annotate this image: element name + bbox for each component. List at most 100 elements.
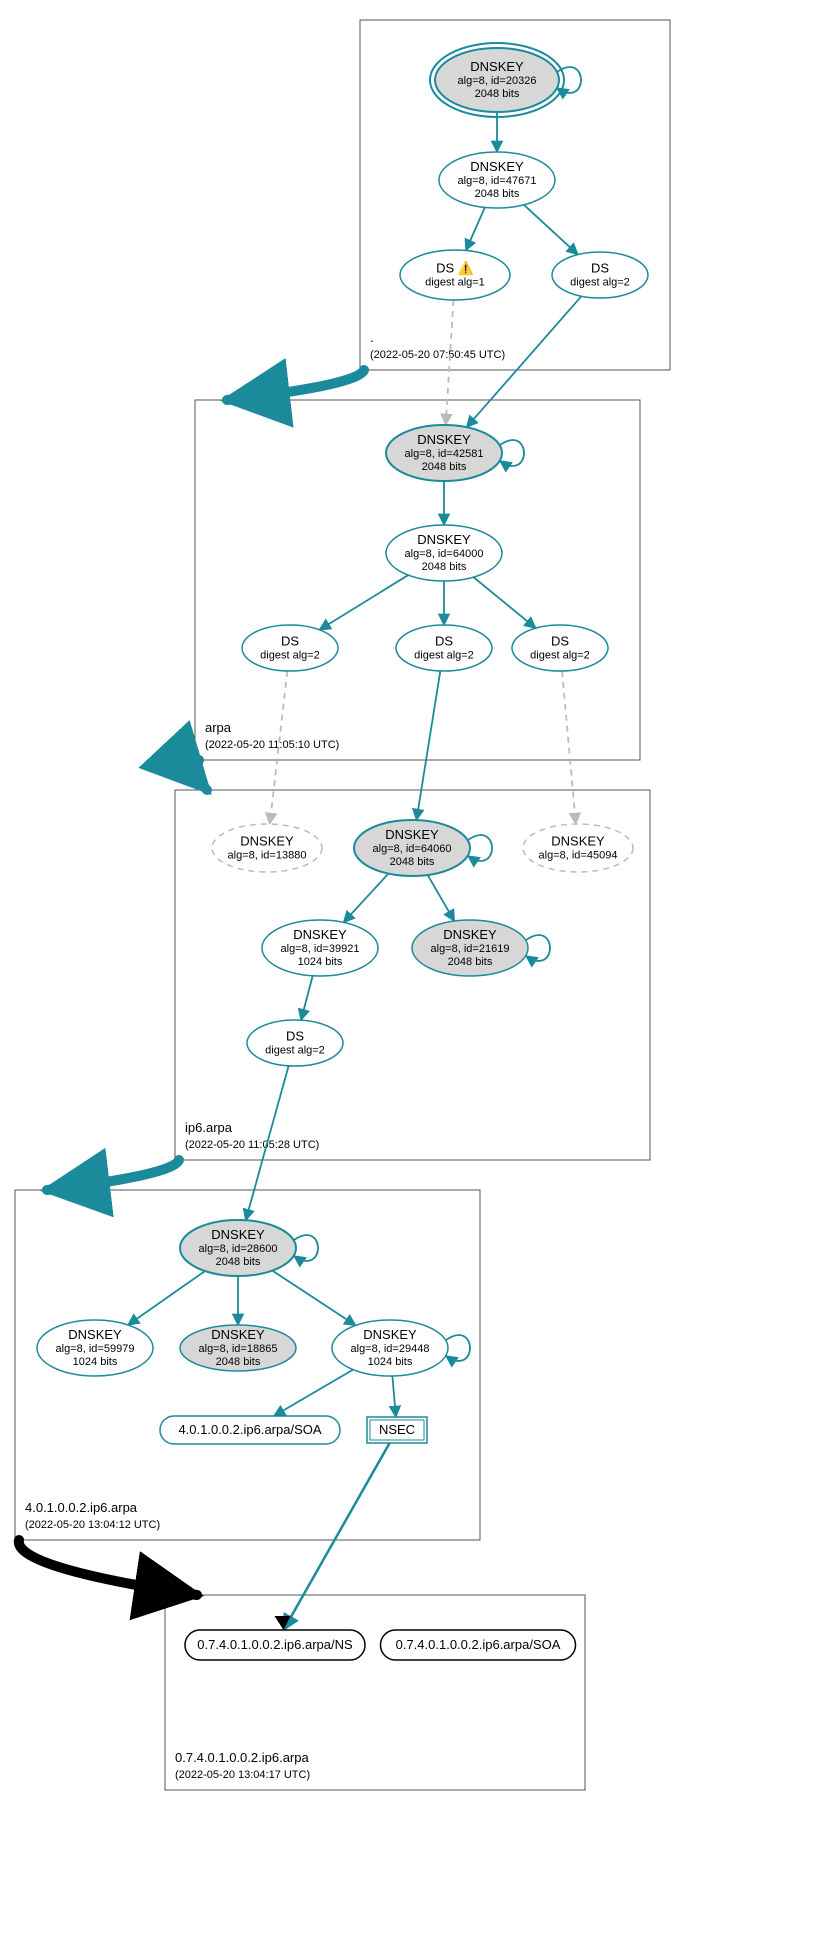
node-n_4_nsec: NSEC [367,1417,427,1443]
node-label: alg=8, id=39921 [281,943,360,955]
node-label: 2048 bits [475,188,520,200]
zone-connector [197,760,207,790]
node-n_4_ksk: DNSKEYalg=8, id=286002048 bits [180,1220,318,1276]
node-n_arpa_zsk: DNSKEYalg=8, id=640002048 bits [386,525,502,581]
edge [466,207,485,250]
node-n_4_dk2: DNSKEYalg=8, id=188652048 bits [180,1325,296,1371]
node-label: 0.7.4.0.1.0.0.2.ip6.arpa/SOA [396,1637,561,1652]
zone-timestamp: (2022-05-20 07:50:45 UTC) [370,349,505,361]
nodes-layer: DNSKEYalg=8, id=203262048 bitsDNSKEYalg=… [37,43,648,1660]
node-label: 2048 bits [422,561,467,573]
node-n_ip6_ds: DSdigest alg=2 [247,1020,343,1066]
node-label: 4.0.1.0.0.2.ip6.arpa/SOA [178,1422,321,1437]
edge [446,300,454,425]
node-n_ip6_zsk: DNSKEYalg=8, id=399211024 bits [262,920,378,976]
node-label: alg=8, id=18865 [199,1343,278,1355]
edge [344,874,389,923]
node-n_4_dk3: DNSKEYalg=8, id=294481024 bits [332,1320,470,1376]
self-loop [557,67,581,93]
node-label: 1024 bits [298,956,343,968]
node-label: DS [591,261,609,276]
node-n_root_ds2: DSdigest alg=2 [552,252,648,298]
self-loop [468,835,492,861]
zone-label: 0.7.4.0.1.0.0.2.ip6.arpa [175,1750,309,1765]
zone-connector [19,1540,197,1595]
node-label: alg=8, id=59979 [56,1343,135,1355]
node-label: alg=8, id=13880 [228,850,307,862]
node-n_07_ns: 0.7.4.0.1.0.0.2.ip6.arpa/NS [185,1630,365,1660]
node-label: alg=8, id=42581 [405,448,484,460]
zone-label: 4.0.1.0.0.2.ip6.arpa [25,1500,138,1515]
node-label: DNSKEY [417,532,471,547]
node-label: alg=8, id=20326 [458,75,537,87]
node-n_root_zsk: DNSKEYalg=8, id=476712048 bits [439,152,555,208]
node-n_arpa_ksk: DNSKEYalg=8, id=425812048 bits [386,425,524,481]
node-label: digest alg=2 [530,650,590,662]
node-n_ip6_dk2: DNSKEYalg=8, id=216192048 bits [412,920,550,976]
edge [428,875,455,921]
edge [562,671,576,824]
node-label: DNSKEY [211,1227,265,1242]
self-loop [294,1235,318,1261]
edge [272,1271,355,1326]
node-label: DS ⚠️ [436,261,474,276]
edge [128,1271,205,1325]
node-label: 2048 bits [216,1256,261,1268]
node-label: DS [281,634,299,649]
edge [467,296,582,427]
zone-label: . [370,330,374,345]
node-label: DS [286,1029,304,1044]
zone-label: arpa [205,720,232,735]
node-label: alg=8, id=45094 [539,850,618,862]
zone-timestamp: (2022-05-20 13:04:17 UTC) [175,1769,310,1781]
node-n_arpa_ds1: DSdigest alg=2 [242,625,338,671]
node-label: 2048 bits [448,956,493,968]
edge [319,575,408,630]
node-label: alg=8, id=28600 [199,1243,278,1255]
node-label: DNSKEY [293,927,347,942]
zone-connector [227,370,364,400]
node-label: alg=8, id=21619 [431,943,510,955]
node-label: alg=8, id=29448 [351,1343,430,1355]
node-label: DNSKEY [470,159,524,174]
node-label: DS [435,634,453,649]
node-label: 0.7.4.0.1.0.0.2.ip6.arpa/NS [197,1637,353,1652]
node-n_root_ds1: DS ⚠️digest alg=1 [400,250,510,300]
node-label: DS [551,634,569,649]
zone-timestamp: (2022-05-20 11:05:10 UTC) [205,739,339,751]
node-label: 2048 bits [475,88,520,100]
node-label: 2048 bits [390,856,435,868]
zone-timestamp: (2022-05-20 13:04:12 UTC) [25,1519,160,1531]
node-label: DNSKEY [363,1327,417,1342]
edge [392,1376,396,1417]
node-label: DNSKEY [443,927,497,942]
node-label: DNSKEY [417,432,471,447]
node-label: DNSKEY [470,59,524,74]
zone-timestamp: (2022-05-20 11:05:28 UTC) [185,1139,319,1151]
node-label: DNSKEY [551,834,605,849]
node-n_ip6_dk_r: DNSKEYalg=8, id=45094 [523,824,633,872]
node-n_4_soa: 4.0.1.0.0.2.ip6.arpa/SOA [160,1416,340,1444]
node-n_ip6_dk_l: DNSKEYalg=8, id=13880 [212,824,322,872]
edge [524,205,578,255]
node-n_root_ksk: DNSKEYalg=8, id=203262048 bits [430,43,581,117]
edges-layer [128,112,581,1630]
self-loop [500,440,524,466]
node-label: digest alg=2 [260,650,320,662]
node-label: 2048 bits [422,461,467,473]
node-label: DNSKEY [240,834,294,849]
node-n_arpa_ds2: DSdigest alg=2 [396,625,492,671]
node-n_4_dk1: DNSKEYalg=8, id=599791024 bits [37,1320,153,1376]
zone-label: ip6.arpa [185,1120,233,1135]
node-n_arpa_ds3: DSdigest alg=2 [512,625,608,671]
node-label: alg=8, id=47671 [458,175,537,187]
edge [284,1443,390,1630]
edge [473,577,535,628]
node-n_ip6_ksk: DNSKEYalg=8, id=640602048 bits [354,820,492,876]
node-label: NSEC [379,1422,415,1437]
node-label: digest alg=2 [414,650,474,662]
node-label: 1024 bits [368,1356,413,1368]
node-label: 1024 bits [73,1356,118,1368]
node-label: DNSKEY [68,1327,122,1342]
node-label: DNSKEY [385,827,439,842]
